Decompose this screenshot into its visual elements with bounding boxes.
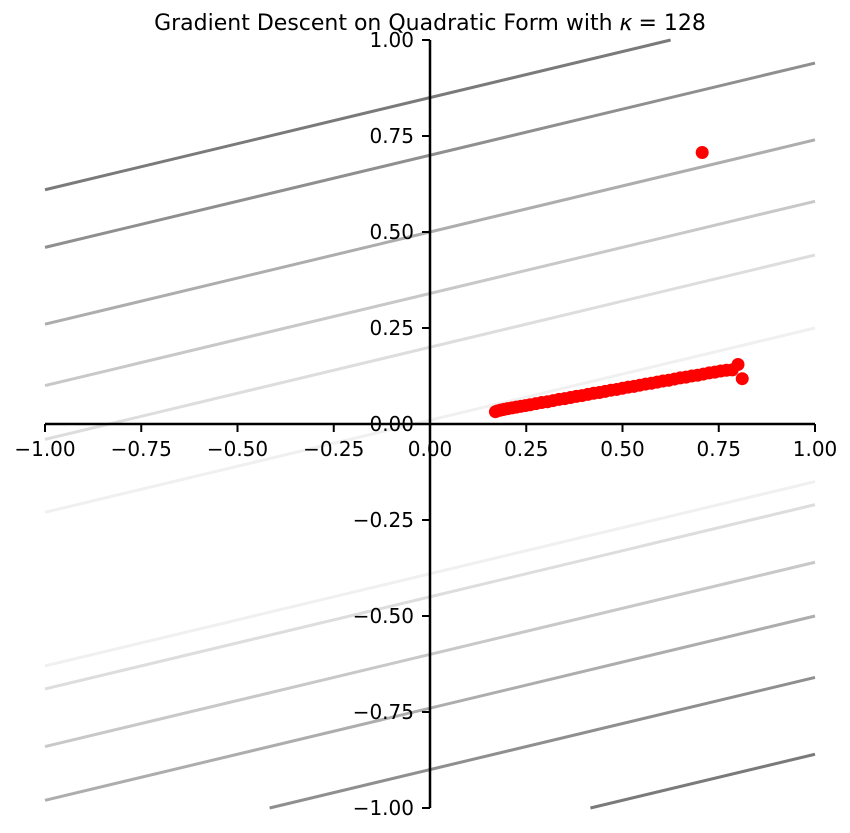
y-tick-label: 1.00 <box>369 28 414 52</box>
y-tick-label: −1.00 <box>353 796 414 820</box>
x-tick-label: −0.25 <box>303 437 364 461</box>
contour-line-12 <box>590 752 816 810</box>
x-tick-label: 0.75 <box>696 437 741 461</box>
contour-line-11 <box>269 675 816 810</box>
x-tick-label: 1.00 <box>793 437 838 461</box>
axes: −1.00 −0.75 −0.50 −0.25 0.00 0.25 0.50 0.75 1.00… <box>14 28 837 820</box>
x-tick-label: 0.00 <box>408 437 453 461</box>
y-tick-label: 0.25 <box>369 316 414 340</box>
chart-title-text: Gradient Descent on Quadratic Form with <box>154 11 619 36</box>
y-tick-label: 0.75 <box>369 124 414 148</box>
data-point <box>735 372 749 386</box>
x-tick-label: 0.25 <box>504 437 549 461</box>
x-tick-label: −1.00 <box>14 437 75 461</box>
scatter-points <box>488 146 749 419</box>
y-tick-label: 0.50 <box>369 220 414 244</box>
contour-line-1 <box>44 38 671 192</box>
data-point <box>488 405 502 419</box>
chart-title-symbol: κ <box>620 11 633 36</box>
y-tick-label: −0.75 <box>353 700 414 724</box>
chart-title: Gradient Descent on Quadratic Form with … <box>154 11 706 36</box>
x-tick-label: −0.75 <box>111 437 172 461</box>
x-tick-label: 0.50 <box>600 437 645 461</box>
y-tick-label: −0.25 <box>353 508 414 532</box>
x-tick-label: −0.50 <box>207 437 268 461</box>
data-point <box>695 146 709 160</box>
y-tick-label: −0.50 <box>353 604 414 628</box>
chart-title-value: = 128 <box>638 11 705 36</box>
y-tick-label: 0.00 <box>369 412 414 436</box>
